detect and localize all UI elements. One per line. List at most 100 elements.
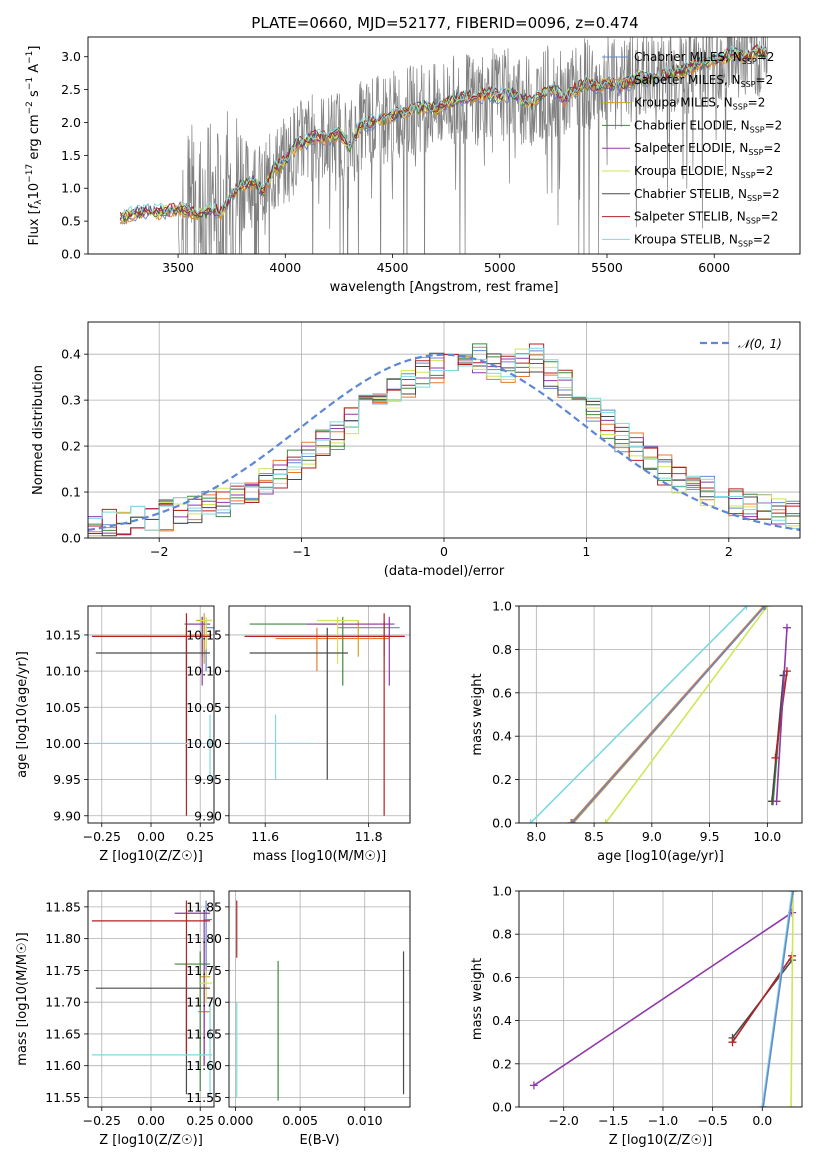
point-marker xyxy=(742,606,751,610)
tick-label-x: −2.0 xyxy=(549,1113,579,1128)
tick-label-x: −1.0 xyxy=(648,1113,678,1128)
tick-label-y: 0.6 xyxy=(492,970,512,985)
y-axis-label: mass [log10(M/M☉)] xyxy=(15,932,30,1065)
tick-label-y: 0.5 xyxy=(61,214,81,229)
tick-label-y: 11.55 xyxy=(186,1090,222,1105)
tick-label-y: 11.65 xyxy=(45,1026,81,1041)
point-marker xyxy=(772,797,781,806)
tick-label-x: −1.5 xyxy=(598,1113,628,1128)
tick-label-y: 0.3 xyxy=(61,393,81,408)
tick-label-y: 0.8 xyxy=(492,642,512,657)
tick-label-y: 0.2 xyxy=(61,439,81,454)
tick-label-x: 10.0 xyxy=(753,829,781,844)
x-axis-label: (data-model)/error xyxy=(384,564,505,579)
tick-label-x: 0.25 xyxy=(186,1113,214,1128)
legend-label: Salpeter STELIB, NSSP=2 xyxy=(634,210,778,226)
weight-line-chabrier-miles xyxy=(762,891,794,1107)
tick-label-x: 11.6 xyxy=(251,829,279,844)
tick-label-x: 0 xyxy=(440,544,448,559)
tick-label-x: 0.00 xyxy=(137,1113,165,1128)
normal-distribution-curve xyxy=(88,353,800,531)
legend-label: Chabrier MILES, NSSP=2 xyxy=(634,50,774,66)
y-axis-label: mass weight xyxy=(470,673,485,755)
point-marker xyxy=(601,819,610,823)
tick-label-y: 10.05 xyxy=(186,700,222,715)
weight-line-kroupa-elodie xyxy=(604,606,768,823)
tick-label-x: −1 xyxy=(292,544,310,559)
histogram-kroupa-stelib xyxy=(88,347,800,538)
tick-label-y: 0.8 xyxy=(492,927,512,942)
tick-label-y: 11.75 xyxy=(186,963,222,978)
tick-label-y: 11.75 xyxy=(45,963,81,978)
tick-label-y: 9.95 xyxy=(194,772,222,787)
tick-label-y: 9.90 xyxy=(53,808,81,823)
plot-area xyxy=(519,891,802,1107)
weight-line-salpeter-miles xyxy=(570,606,765,823)
point-marker xyxy=(568,819,577,823)
tick-label-x: 5500 xyxy=(591,260,623,275)
tick-label-y: 11.85 xyxy=(186,899,222,914)
panel-mass-vs-Z: −0.25 0.00 0.25 11.55 11.60 11.65 11.70 11.75 11… xyxy=(15,890,215,1148)
tick-label-y: 2.5 xyxy=(61,82,81,97)
tick-label-y: 0.1 xyxy=(61,485,81,500)
tick-label-x: −0.25 xyxy=(83,1113,121,1128)
x-axis-label: mass [log10(M/M☉)] xyxy=(253,849,386,864)
histogram-salpeter-stelib xyxy=(88,343,800,538)
tick-label-y: 0.2 xyxy=(492,1056,512,1071)
observed-spectrum-line xyxy=(119,37,768,254)
axes-frame xyxy=(87,36,801,255)
panel-age-vs-mass: 11.6 11.8 9.90 9.95 10.00 10.05 10.10 10.15 mass… xyxy=(186,605,411,864)
tick-label-x: −2 xyxy=(150,544,168,559)
y-axis-label: mass weight xyxy=(470,958,485,1040)
x-axis-label: age [log10(age/yr)] xyxy=(597,849,724,864)
tick-label-y: 11.60 xyxy=(186,1058,222,1073)
axes-frame xyxy=(87,605,215,824)
tick-label-y: 11.60 xyxy=(45,1058,81,1073)
tick-label-y: 0.2 xyxy=(492,772,512,787)
legend-label: Salpeter ELODIE, NSSP=2 xyxy=(634,141,781,157)
tick-label-y: 2.0 xyxy=(61,115,81,130)
point-marker xyxy=(761,606,770,610)
tick-label-x: 0.010 xyxy=(347,1113,383,1128)
tick-label-y: 0.6 xyxy=(492,685,512,700)
point-marker xyxy=(529,1081,538,1090)
point-marker xyxy=(787,1103,796,1107)
point-marker xyxy=(566,819,575,823)
tick-label-y: 11.70 xyxy=(45,995,81,1010)
tick-label-y: 11.80 xyxy=(186,931,222,946)
tick-label-x: 0.000 xyxy=(218,1113,254,1128)
point-marker xyxy=(782,623,791,632)
tick-label-x: 0.00 xyxy=(137,829,165,844)
weight-line-kroupa-elodie xyxy=(790,891,794,1107)
tick-label-y: 0.0 xyxy=(492,1100,512,1115)
tick-label-y: 11.85 xyxy=(45,899,81,914)
legend: Chabrier MILES, NSSP=2 Salpeter MILES, NS… xyxy=(602,50,782,248)
point-marker xyxy=(526,819,535,823)
point-marker xyxy=(789,891,798,895)
tick-label-x: 9.5 xyxy=(700,829,720,844)
tick-label-y: 0.0 xyxy=(61,531,81,546)
tick-label-x: 8.5 xyxy=(584,829,604,844)
tick-label-y: 11.55 xyxy=(45,1090,81,1105)
weight-line-salpeter-elodie xyxy=(775,627,788,802)
tick-label-x: 4500 xyxy=(377,260,409,275)
legend-label: Salpeter MILES, NSSP=2 xyxy=(634,73,773,89)
panel-massweight-vs-Z: −2.0 −1.5 −1.0 −0.5 0.0 0.0 0.2 0.4 0.6 0.8 1.0 Z [… xyxy=(470,884,803,1148)
model-line-kroupa-stelib xyxy=(120,43,769,219)
panel-spectrum: 3500 4000 4500 5000 5500 6000 0.0 0.5 1.0 1.5 2.0 2… xyxy=(25,36,801,295)
tick-label-y: 10.10 xyxy=(186,664,222,679)
tick-label-y: 10.10 xyxy=(45,664,81,679)
plot-area xyxy=(88,606,214,823)
tick-label-x: 0.0 xyxy=(752,1113,772,1128)
axes-frame xyxy=(87,890,215,1108)
plot-area xyxy=(519,606,802,823)
legend-label: Kroupa MILES, NSSP=2 xyxy=(634,96,765,112)
point-marker xyxy=(759,606,768,610)
tick-label-y: 10.00 xyxy=(45,736,81,751)
y-axis-label: Normed distribution xyxy=(31,365,46,495)
x-axis-label: wavelength [Angstrom, rest frame] xyxy=(330,280,559,295)
weight-line-chabrier-miles xyxy=(571,606,766,823)
point-marker xyxy=(759,1103,768,1107)
point-marker xyxy=(758,1103,767,1107)
point-marker xyxy=(771,753,780,762)
